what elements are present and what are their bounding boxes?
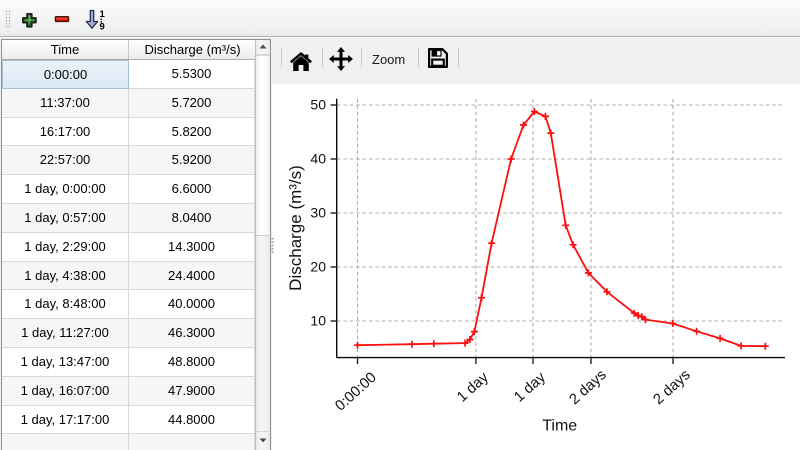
svg-text:1: 1 <box>100 9 106 20</box>
svg-text:9: 9 <box>100 22 105 33</box>
svg-text:20: 20 <box>310 259 326 275</box>
svg-text:40: 40 <box>310 151 326 167</box>
svg-text:Time: Time <box>542 418 577 435</box>
svg-text:10: 10 <box>310 313 326 329</box>
svg-text:Discharge (m³/s): Discharge (m³/s) <box>286 165 305 291</box>
svg-text:50: 50 <box>310 97 326 113</box>
svg-text:30: 30 <box>310 205 326 221</box>
